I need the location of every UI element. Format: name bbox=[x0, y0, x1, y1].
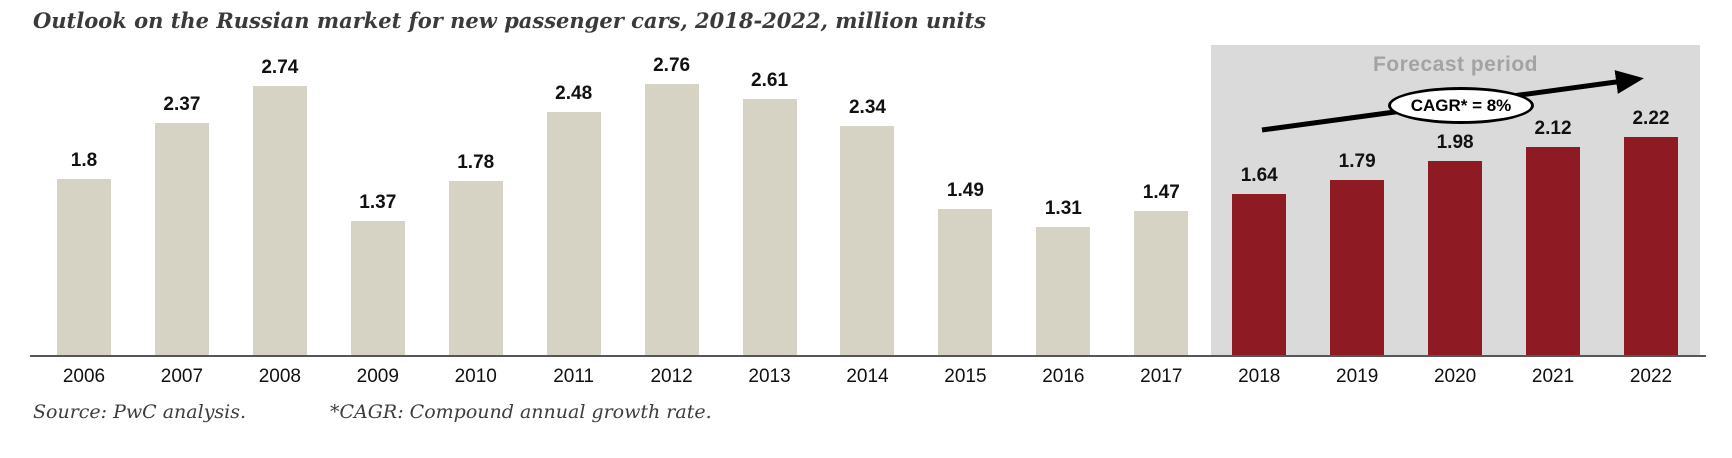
forecast-period-label: Forecast period bbox=[1372, 53, 1539, 76]
bar-slot: 1.49 bbox=[916, 180, 1014, 356]
x-tick-label: 2015 bbox=[944, 366, 987, 387]
bar-value-label: 2.37 bbox=[163, 94, 201, 115]
cagr-badge: CAGR* = 8% bbox=[1388, 87, 1534, 124]
bar-slot: 2.74 bbox=[231, 57, 329, 356]
bar-slot: 1.8 bbox=[35, 150, 133, 356]
x-tick-label: 2013 bbox=[748, 366, 791, 387]
x-tick-label: 2017 bbox=[1140, 366, 1183, 387]
cagr-footnote: *CAGR: Compound annual growth rate. bbox=[330, 401, 712, 423]
bar-slot: 1.31 bbox=[1014, 198, 1112, 356]
bar-slot: 2.48 bbox=[525, 83, 623, 356]
bar-value-label: 1.49 bbox=[946, 180, 984, 201]
bar-slot: 2.34 bbox=[819, 97, 917, 356]
x-tick-label: 2016 bbox=[1042, 366, 1085, 387]
bar-value-label: 2.48 bbox=[555, 83, 593, 104]
bar-slot: 1.78 bbox=[427, 152, 525, 356]
bar-2019 bbox=[1330, 180, 1385, 356]
x-axis-labels: 2006 2007 2008 2009 2010 2011 2012 2013 2014 2015… bbox=[35, 366, 1700, 388]
bar-2016 bbox=[1036, 227, 1091, 356]
bar-2007 bbox=[154, 123, 209, 356]
bar-value-label: 1.79 bbox=[1338, 151, 1376, 172]
bar-slot: 2.61 bbox=[721, 70, 819, 356]
x-tick-label: 2011 bbox=[553, 366, 595, 387]
x-tick-label: 2010 bbox=[454, 366, 497, 387]
bar-slot: 2.22 bbox=[1602, 108, 1700, 356]
bar-2021 bbox=[1526, 147, 1581, 356]
bar-slot: 1.37 bbox=[329, 192, 427, 356]
bar-slot: 2.76 bbox=[623, 55, 721, 356]
bar-slot: 1.64 bbox=[1210, 165, 1308, 356]
x-tick-label: 2012 bbox=[650, 366, 693, 387]
bar-2008 bbox=[252, 86, 307, 356]
bars-row: 1.8 2.37 2.74 1.37 1.78 2.48 2.76 2.61 2.34 1.49 1… bbox=[35, 55, 1700, 356]
source-note: Source: PwC analysis. bbox=[33, 401, 247, 423]
chart-title: Outlook on the Russian market for new pa… bbox=[33, 8, 986, 33]
bar-2011 bbox=[546, 112, 601, 356]
x-tick-label: 2019 bbox=[1336, 366, 1379, 387]
bar-value-label: 1.8 bbox=[70, 150, 98, 171]
bar-value-label: 2.74 bbox=[261, 57, 299, 78]
bar-2018 bbox=[1232, 194, 1287, 356]
bar-2015 bbox=[938, 209, 993, 356]
x-tick-label: 2008 bbox=[258, 366, 301, 387]
bar-2017 bbox=[1134, 211, 1189, 356]
bar-value-label: 1.64 bbox=[1240, 165, 1278, 186]
bar-value-label: 1.37 bbox=[359, 192, 397, 213]
bar-2013 bbox=[742, 99, 797, 356]
bar-value-label: 1.78 bbox=[457, 152, 495, 173]
bar-2010 bbox=[448, 181, 503, 356]
x-tick-label: 2007 bbox=[160, 366, 204, 387]
x-axis-line bbox=[30, 355, 1706, 357]
bar-2009 bbox=[350, 221, 405, 356]
bar-2020 bbox=[1428, 161, 1483, 356]
bar-value-label: 2.22 bbox=[1632, 108, 1670, 129]
bar-value-label: 2.34 bbox=[848, 97, 886, 118]
bar-2006 bbox=[56, 179, 111, 356]
bar-slot: 2.12 bbox=[1504, 118, 1602, 356]
bar-slot: 1.79 bbox=[1308, 151, 1406, 356]
x-tick-label: 2006 bbox=[62, 366, 106, 387]
bar-value-label: 1.98 bbox=[1436, 132, 1474, 153]
x-tick-label: 2022 bbox=[1629, 366, 1673, 387]
x-tick-label: 2021 bbox=[1531, 366, 1575, 387]
bar-2012 bbox=[644, 84, 699, 356]
bar-value-label: 2.61 bbox=[751, 70, 789, 91]
x-tick-label: 2020 bbox=[1433, 366, 1477, 387]
bar-2014 bbox=[840, 126, 895, 356]
bar-slot: 1.98 bbox=[1406, 132, 1504, 356]
x-tick-label: 2014 bbox=[846, 366, 889, 387]
bar-slot: 1.47 bbox=[1112, 182, 1210, 356]
bar-value-label: 1.47 bbox=[1142, 182, 1180, 203]
x-tick-label: 2009 bbox=[356, 366, 399, 387]
bar-value-label: 1.31 bbox=[1044, 198, 1082, 219]
bar-value-label: 2.12 bbox=[1534, 118, 1572, 139]
x-tick-label: 2018 bbox=[1238, 366, 1281, 387]
bar-value-label: 2.76 bbox=[653, 55, 691, 76]
bar-slot: 2.37 bbox=[133, 94, 231, 356]
bar-2022 bbox=[1623, 137, 1678, 356]
